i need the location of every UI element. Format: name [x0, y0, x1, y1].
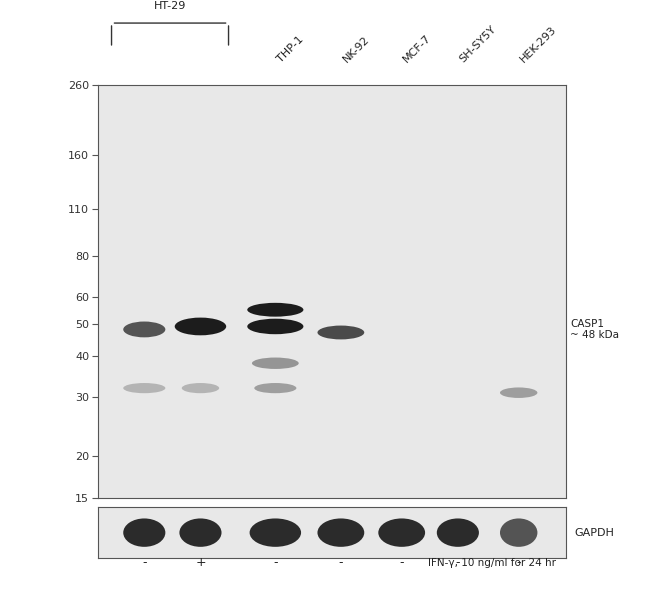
Ellipse shape — [500, 387, 538, 398]
Ellipse shape — [124, 383, 165, 393]
Text: SH-SY5Y: SH-SY5Y — [458, 24, 499, 64]
Ellipse shape — [317, 518, 364, 547]
Text: HEK-293: HEK-293 — [519, 24, 559, 64]
Ellipse shape — [252, 358, 299, 369]
Text: HT-29: HT-29 — [154, 1, 187, 11]
Ellipse shape — [175, 317, 226, 335]
Text: NK-92: NK-92 — [341, 34, 371, 64]
Ellipse shape — [500, 518, 538, 547]
Ellipse shape — [254, 383, 296, 393]
Ellipse shape — [247, 303, 304, 317]
Text: -: - — [456, 557, 460, 569]
Text: MCF-7: MCF-7 — [402, 33, 434, 64]
Text: -: - — [339, 557, 343, 569]
Text: +: + — [195, 557, 206, 569]
Text: GAPDH: GAPDH — [575, 527, 615, 538]
Ellipse shape — [179, 518, 222, 547]
Text: -: - — [517, 557, 521, 569]
Ellipse shape — [247, 319, 304, 334]
Text: THP-1: THP-1 — [276, 34, 305, 64]
Ellipse shape — [378, 518, 425, 547]
Ellipse shape — [124, 518, 165, 547]
Ellipse shape — [317, 325, 364, 339]
Ellipse shape — [124, 322, 165, 337]
Text: -: - — [400, 557, 404, 569]
Ellipse shape — [437, 518, 479, 547]
Text: -: - — [142, 557, 146, 569]
Ellipse shape — [250, 518, 301, 547]
Text: -: - — [273, 557, 278, 569]
Text: IFN-γ, 10 ng/ml for 24 hr: IFN-γ, 10 ng/ml for 24 hr — [428, 558, 556, 568]
Text: CASP1
~ 48 kDa: CASP1 ~ 48 kDa — [570, 319, 619, 341]
Ellipse shape — [182, 383, 219, 393]
